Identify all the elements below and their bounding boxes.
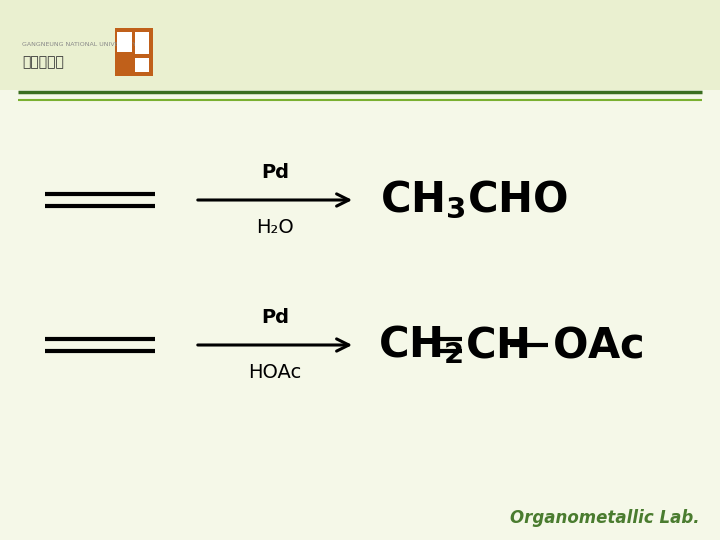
Text: $\mathbf{CH_3CHO}$: $\mathbf{CH_3CHO}$	[380, 179, 568, 221]
Text: GANGNEUNG NATIONAL UNIVERSITY: GANGNEUNG NATIONAL UNIVERSITY	[22, 42, 136, 46]
Bar	[135, 32, 149, 54]
Text: Pd: Pd	[261, 163, 289, 182]
Text: $\mathbf{CH}$: $\mathbf{CH}$	[465, 324, 528, 366]
Text: $\mathbf{CH_2}$: $\mathbf{CH_2}$	[378, 323, 464, 367]
Text: HOAc: HOAc	[248, 363, 302, 382]
Text: H₂O: H₂O	[256, 218, 294, 237]
Bar	[117, 32, 132, 52]
Text: Organometallic Lab.: Organometallic Lab.	[510, 509, 700, 527]
Bar	[0, 0, 720, 90]
Text: $\mathbf{OAc}$: $\mathbf{OAc}$	[552, 324, 644, 366]
Bar	[135, 58, 149, 72]
Bar	[115, 28, 153, 76]
Text: Pd: Pd	[261, 308, 289, 327]
Text: 강릉대학교: 강릉대학교	[22, 55, 64, 69]
